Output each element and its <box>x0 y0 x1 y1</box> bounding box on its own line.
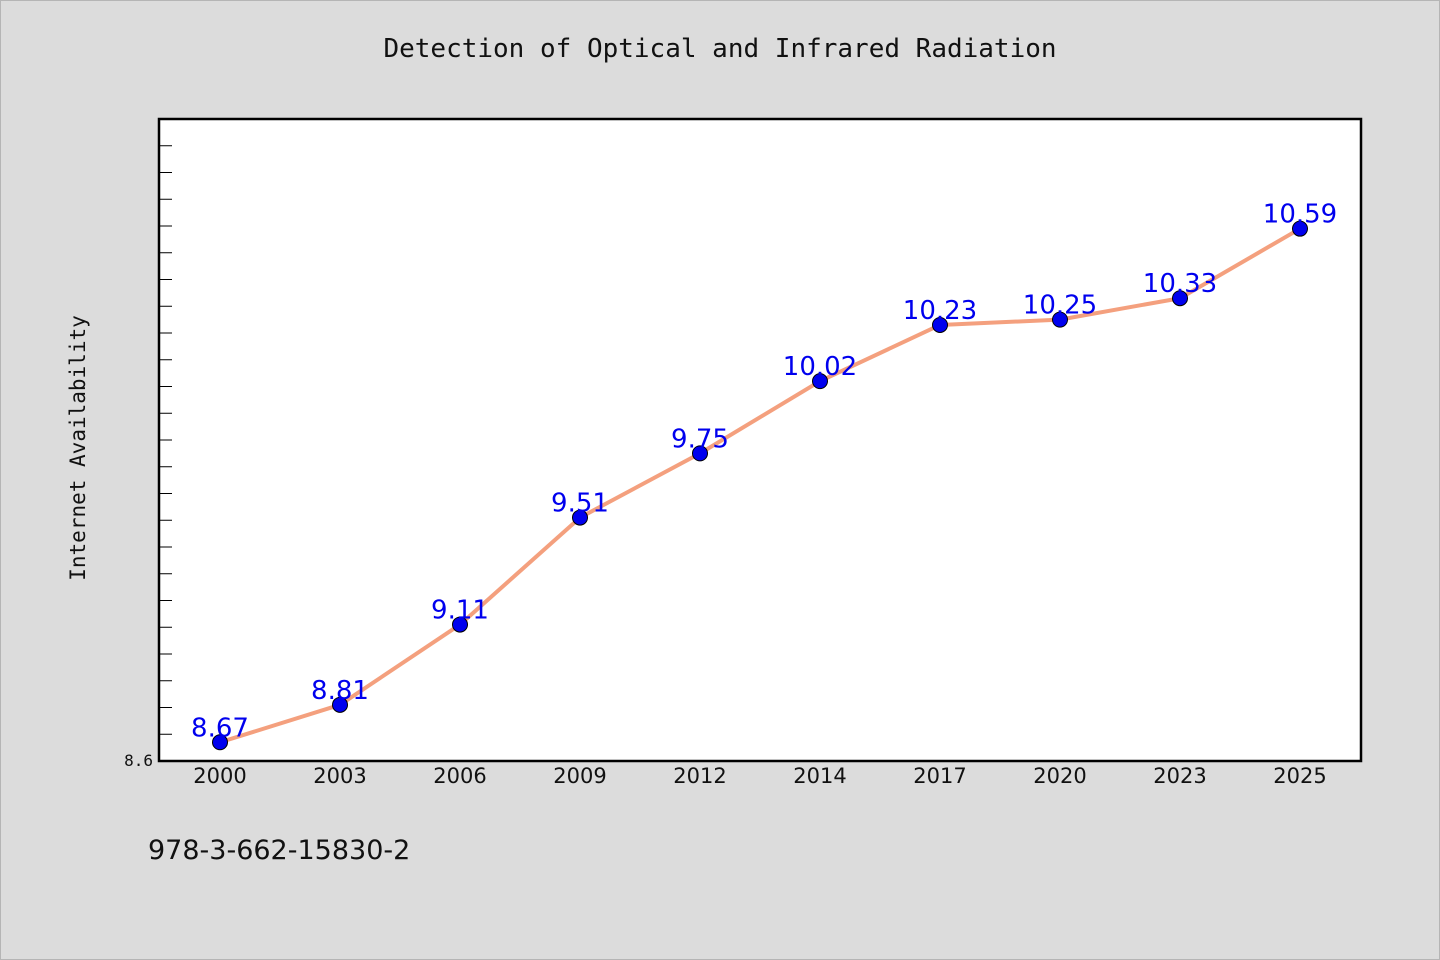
x-tick-label: 2012 <box>673 764 726 788</box>
x-tick-label: 2020 <box>1033 764 1086 788</box>
data-label: 9.75 <box>671 424 729 454</box>
data-point <box>332 696 348 713</box>
x-tick-label: 2009 <box>553 764 606 788</box>
data-point <box>212 734 228 751</box>
data-point <box>692 445 708 462</box>
data-point <box>1052 311 1068 328</box>
data-labels: 8.67 8.81 9.11 9.51 9.75 10.02 10.23 10.25 10.33… <box>191 200 1337 744</box>
x-tick-label: 2025 <box>1273 764 1326 788</box>
x-tick-label: 2006 <box>433 764 486 788</box>
data-label: 10.59 <box>1263 200 1337 230</box>
data-label: 10.23 <box>903 296 977 326</box>
data-label: 9.11 <box>431 596 489 626</box>
y-ticks <box>159 145 172 735</box>
data-label: 8.81 <box>311 676 369 706</box>
y-axis-label: Internet Availability <box>66 315 90 581</box>
x-ticks: 2000 2003 2006 2009 2012 2014 2017 2020 2023 2025 <box>193 764 1326 788</box>
data-point <box>1172 290 1188 307</box>
x-tick-label: 2003 <box>313 764 366 788</box>
data-label: 10.02 <box>783 352 857 382</box>
data-point <box>812 373 828 390</box>
data-label: 10.25 <box>1023 291 1097 321</box>
y-tick-label: 8.6 <box>124 751 153 770</box>
data-markers <box>212 220 1308 751</box>
plot-area <box>157 117 1363 763</box>
data-label: 10.33 <box>1143 269 1217 299</box>
x-tick-label: 2014 <box>793 764 846 788</box>
x-tick-label: 2000 <box>193 764 246 788</box>
x-tick-label: 2017 <box>913 764 966 788</box>
data-point <box>572 509 588 526</box>
data-point <box>452 616 468 633</box>
footer-code: 978-3-662-15830-2 <box>148 835 411 866</box>
data-label: 9.51 <box>551 489 609 519</box>
chart-title: Detection of Optical and Infrared Radiat… <box>383 34 1057 64</box>
x-tick-label: 2023 <box>1153 764 1206 788</box>
data-point <box>1292 220 1308 237</box>
data-label: 8.67 <box>191 713 249 743</box>
series-line <box>218 226 1302 745</box>
data-point <box>932 316 948 333</box>
